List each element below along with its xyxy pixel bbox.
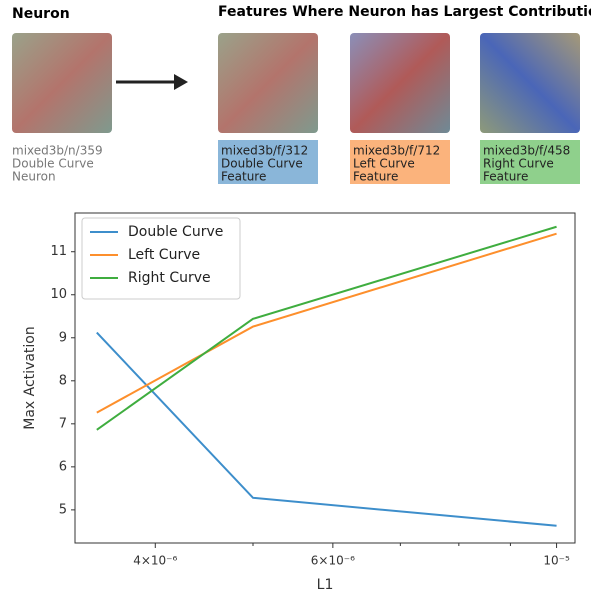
legend-label: Double Curve [128, 224, 223, 240]
y-tick-label: 5 [59, 502, 67, 517]
feature-label: Feature [353, 170, 398, 184]
feature-image [350, 33, 450, 133]
y-tick-label: 9 [59, 330, 67, 345]
line [96, 331, 557, 527]
y-tick-label: 11 [50, 244, 67, 259]
feature-label: Double Curve [221, 157, 303, 171]
y-tick-label: 10 [50, 287, 67, 302]
y-axis-label: Max Activation [22, 326, 38, 429]
line [96, 225, 557, 431]
features-title: Features Where Neuron has Largest Contri… [218, 4, 591, 20]
feature-label-box [350, 140, 450, 184]
feature-label: mixed3b/f/312 [221, 144, 308, 158]
y-tick-label: 6 [59, 459, 67, 474]
neuron-label: mixed3b/n/359 [12, 144, 103, 158]
x-tick-label: 10⁻⁵ [543, 554, 570, 568]
neuron-title: Neuron [12, 6, 70, 22]
feature-label: Feature [221, 170, 266, 184]
legend-label: Left Curve [128, 247, 200, 263]
y-tick-label: 8 [59, 373, 67, 388]
legend-box [81, 217, 241, 300]
feature-image [218, 33, 318, 133]
plot-frame [74, 212, 576, 544]
feature-label-box [218, 140, 318, 184]
neuron-label: Neuron [12, 170, 56, 184]
neuron-image [12, 33, 112, 133]
y-tick-label: 7 [59, 416, 67, 431]
feature-image [480, 33, 580, 133]
neuron-label: Double Curve [12, 157, 94, 171]
feature-label: Feature [483, 170, 528, 184]
arrow-head [174, 74, 188, 90]
feature-label: Right Curve [483, 157, 554, 171]
legend-label: Right Curve [128, 270, 211, 286]
x-axis-label: L1 [317, 577, 334, 593]
line [96, 232, 557, 414]
x-tick-label: 4×10⁻⁶ [133, 554, 177, 568]
feature-label: mixed3b/f/712 [353, 144, 440, 158]
feature-label: Left Curve [353, 157, 415, 171]
feature-label: mixed3b/f/458 [483, 144, 570, 158]
x-tick-label: 6×10⁻⁶ [311, 554, 355, 568]
feature-label-box [480, 140, 580, 184]
